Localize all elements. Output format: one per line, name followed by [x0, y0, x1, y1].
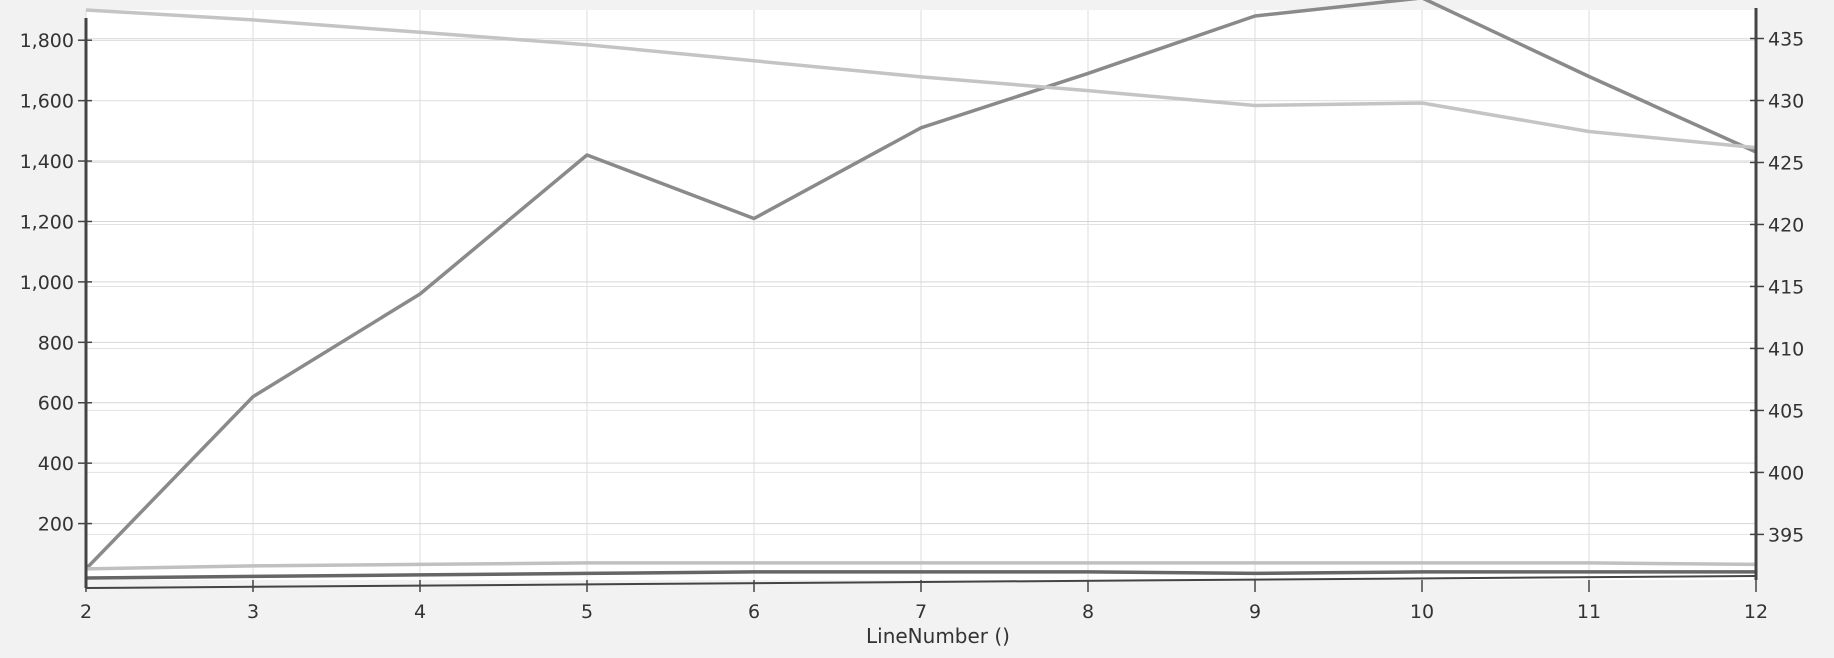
- series-line-1: [84, 0, 1757, 571]
- x-tick-label: 9: [1249, 601, 1261, 623]
- x-tick-label: 11: [1577, 601, 1601, 623]
- grid-lines: [85, 10, 1757, 584]
- series-lines: [84, 0, 1757, 580]
- y-tick-label-left: 600: [38, 393, 74, 415]
- y-tick-label-left: 1,400: [20, 151, 74, 173]
- y-tick-label-right: 405: [1768, 400, 1804, 422]
- x-tick-label: 8: [1082, 601, 1094, 623]
- x-tick-label: 6: [748, 601, 760, 623]
- y-tick-label-right: 410: [1768, 338, 1804, 360]
- x-tick-label: 10: [1410, 601, 1434, 623]
- x-tick-label: 4: [414, 601, 426, 623]
- y-tick-label-right: 430: [1768, 91, 1804, 113]
- series-line-3: [85, 561, 1757, 571]
- y-tick-label-left: 400: [38, 453, 74, 475]
- y-tick-label-left: 200: [38, 514, 74, 536]
- series-line-2: [85, 8, 1757, 150]
- y-tick-label-right: 400: [1768, 462, 1804, 484]
- y-tick-label-right: 420: [1768, 214, 1804, 236]
- y-tick-label-left: 1,600: [20, 91, 74, 113]
- x-tick-label: 5: [581, 601, 593, 623]
- y-tick-label-left: 1,000: [20, 272, 74, 294]
- x-tick-label: 12: [1744, 601, 1768, 623]
- y-tick-label-left: 800: [38, 332, 74, 354]
- series-line-4: [85, 570, 1756, 580]
- x-axis-title: LineNumber (): [866, 624, 1010, 648]
- y-tick-label-right: 395: [1768, 524, 1804, 546]
- y-tick-label-left: 1,800: [20, 30, 74, 52]
- x-tick-label: 2: [80, 601, 92, 623]
- y-tick-label-right: 425: [1768, 152, 1804, 174]
- y-tick-label-right: 415: [1768, 276, 1804, 298]
- y-tick-label-left: 1,200: [20, 211, 74, 233]
- y-tick-label-right: 435: [1768, 29, 1804, 51]
- x-tick-label: 7: [915, 601, 927, 623]
- tick-labels: 2 3 4 5 6 7 8 9 10 11 12 200 400 600 800 1,000 1,200 1,40…: [20, 29, 1805, 623]
- x-tick-label: 3: [247, 601, 259, 623]
